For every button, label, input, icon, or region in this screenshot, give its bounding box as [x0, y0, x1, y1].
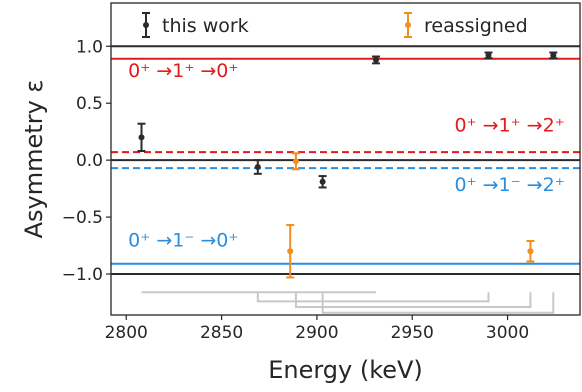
legend-marker	[405, 22, 411, 28]
transition-annotation-3: 0⁺ →1⁻ →0⁺	[128, 230, 238, 252]
this_work-point-3	[372, 55, 381, 65]
marker	[373, 56, 380, 63]
marker	[287, 248, 294, 255]
this_work-point-5	[549, 51, 558, 60]
reference-lines	[111, 45, 580, 276]
this_work-point-1	[253, 159, 262, 175]
level-bracket-1	[256, 292, 490, 303]
x-tick-label-2950: 2950	[391, 323, 434, 343]
reassigned-point-2	[526, 239, 535, 263]
transition-annotation-0: 0⁺ →1⁺ →0⁺	[128, 60, 238, 82]
marker	[527, 248, 534, 255]
transition-annotation-2: 0⁺ →1⁻ →2⁺	[454, 174, 564, 196]
marker	[319, 178, 326, 185]
x-tick-label-3000: 3000	[486, 323, 529, 343]
legend-entry-this_work: this work	[142, 12, 249, 38]
x-axis-title: Energy (keV)	[268, 356, 423, 384]
y-tick-label-4: 1.0	[76, 37, 103, 57]
this_work-point-2	[318, 175, 327, 189]
level-brackets	[141, 291, 555, 314]
legend-marker	[143, 22, 149, 28]
x-tick-label-2800: 2800	[105, 323, 148, 343]
y-axis-title: Asymmetry ε	[20, 80, 48, 239]
y-axis-ticks: −1.0 −0.5 0.0 0.5 1.0	[62, 37, 111, 285]
data-points	[137, 51, 558, 279]
legend-label: reassigned	[424, 15, 528, 37]
this_work-point-4	[484, 51, 493, 60]
this_work-point-0	[137, 122, 146, 153]
legend-label: this work	[162, 15, 249, 37]
y-tick-label-0: −1.0	[62, 265, 103, 285]
legend-entry-reassigned: reassigned	[404, 12, 528, 38]
reassigned-point-1	[291, 152, 300, 171]
plot-frame	[110, 2, 581, 316]
marker	[292, 158, 299, 165]
annotations: 0⁺ →1⁺ →0⁺ 0⁺ →1⁺ →2⁺ 0⁺ →1⁻ →2⁺ 0⁺ →1⁻ →0⁺	[128, 60, 565, 252]
x-tick-label-2850: 2850	[200, 323, 243, 343]
y-tick-label-1: −0.5	[62, 208, 103, 228]
level-bracket-2	[294, 292, 532, 309]
marker	[254, 163, 261, 170]
marker	[138, 134, 145, 141]
marker	[485, 52, 492, 59]
level-bracket-3	[321, 292, 555, 314]
y-tick-label-3: 0.5	[76, 94, 103, 114]
y-tick-label-2: 0.0	[76, 151, 103, 171]
x-tick-label-2900: 2900	[295, 323, 338, 343]
reassigned-point-0	[286, 224, 295, 279]
legend: this work reassigned	[142, 12, 528, 38]
marker	[550, 52, 557, 59]
x-axis-ticks: 2800 2850 2900 2950 3000	[105, 315, 529, 343]
transition-annotation-1: 0⁺ →1⁺ →2⁺	[454, 115, 564, 137]
